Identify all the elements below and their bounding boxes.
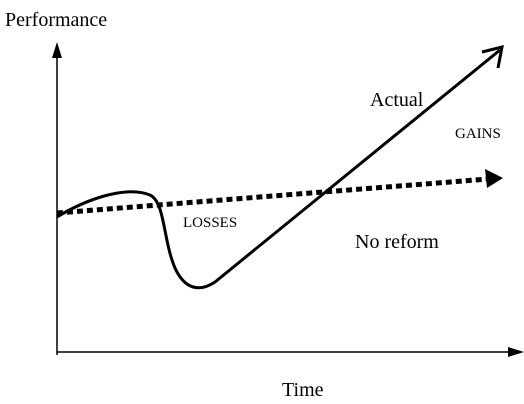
y-axis-label: Performance — [5, 9, 107, 31]
actual-arrow — [481, 44, 504, 69]
actual-curve — [56, 48, 501, 290]
gains-label: GAINS — [455, 126, 501, 142]
y-axis-arrow — [52, 42, 62, 58]
no-reform-arrow — [485, 169, 503, 188]
actual-label: Actual — [370, 89, 424, 111]
no-reform-label: No reform — [355, 231, 439, 253]
no-reform-line — [56, 176, 489, 216]
x-axis-arrow — [508, 347, 524, 357]
x-axis-label: Time — [282, 379, 324, 401]
losses-label: LOSSES — [183, 215, 237, 231]
